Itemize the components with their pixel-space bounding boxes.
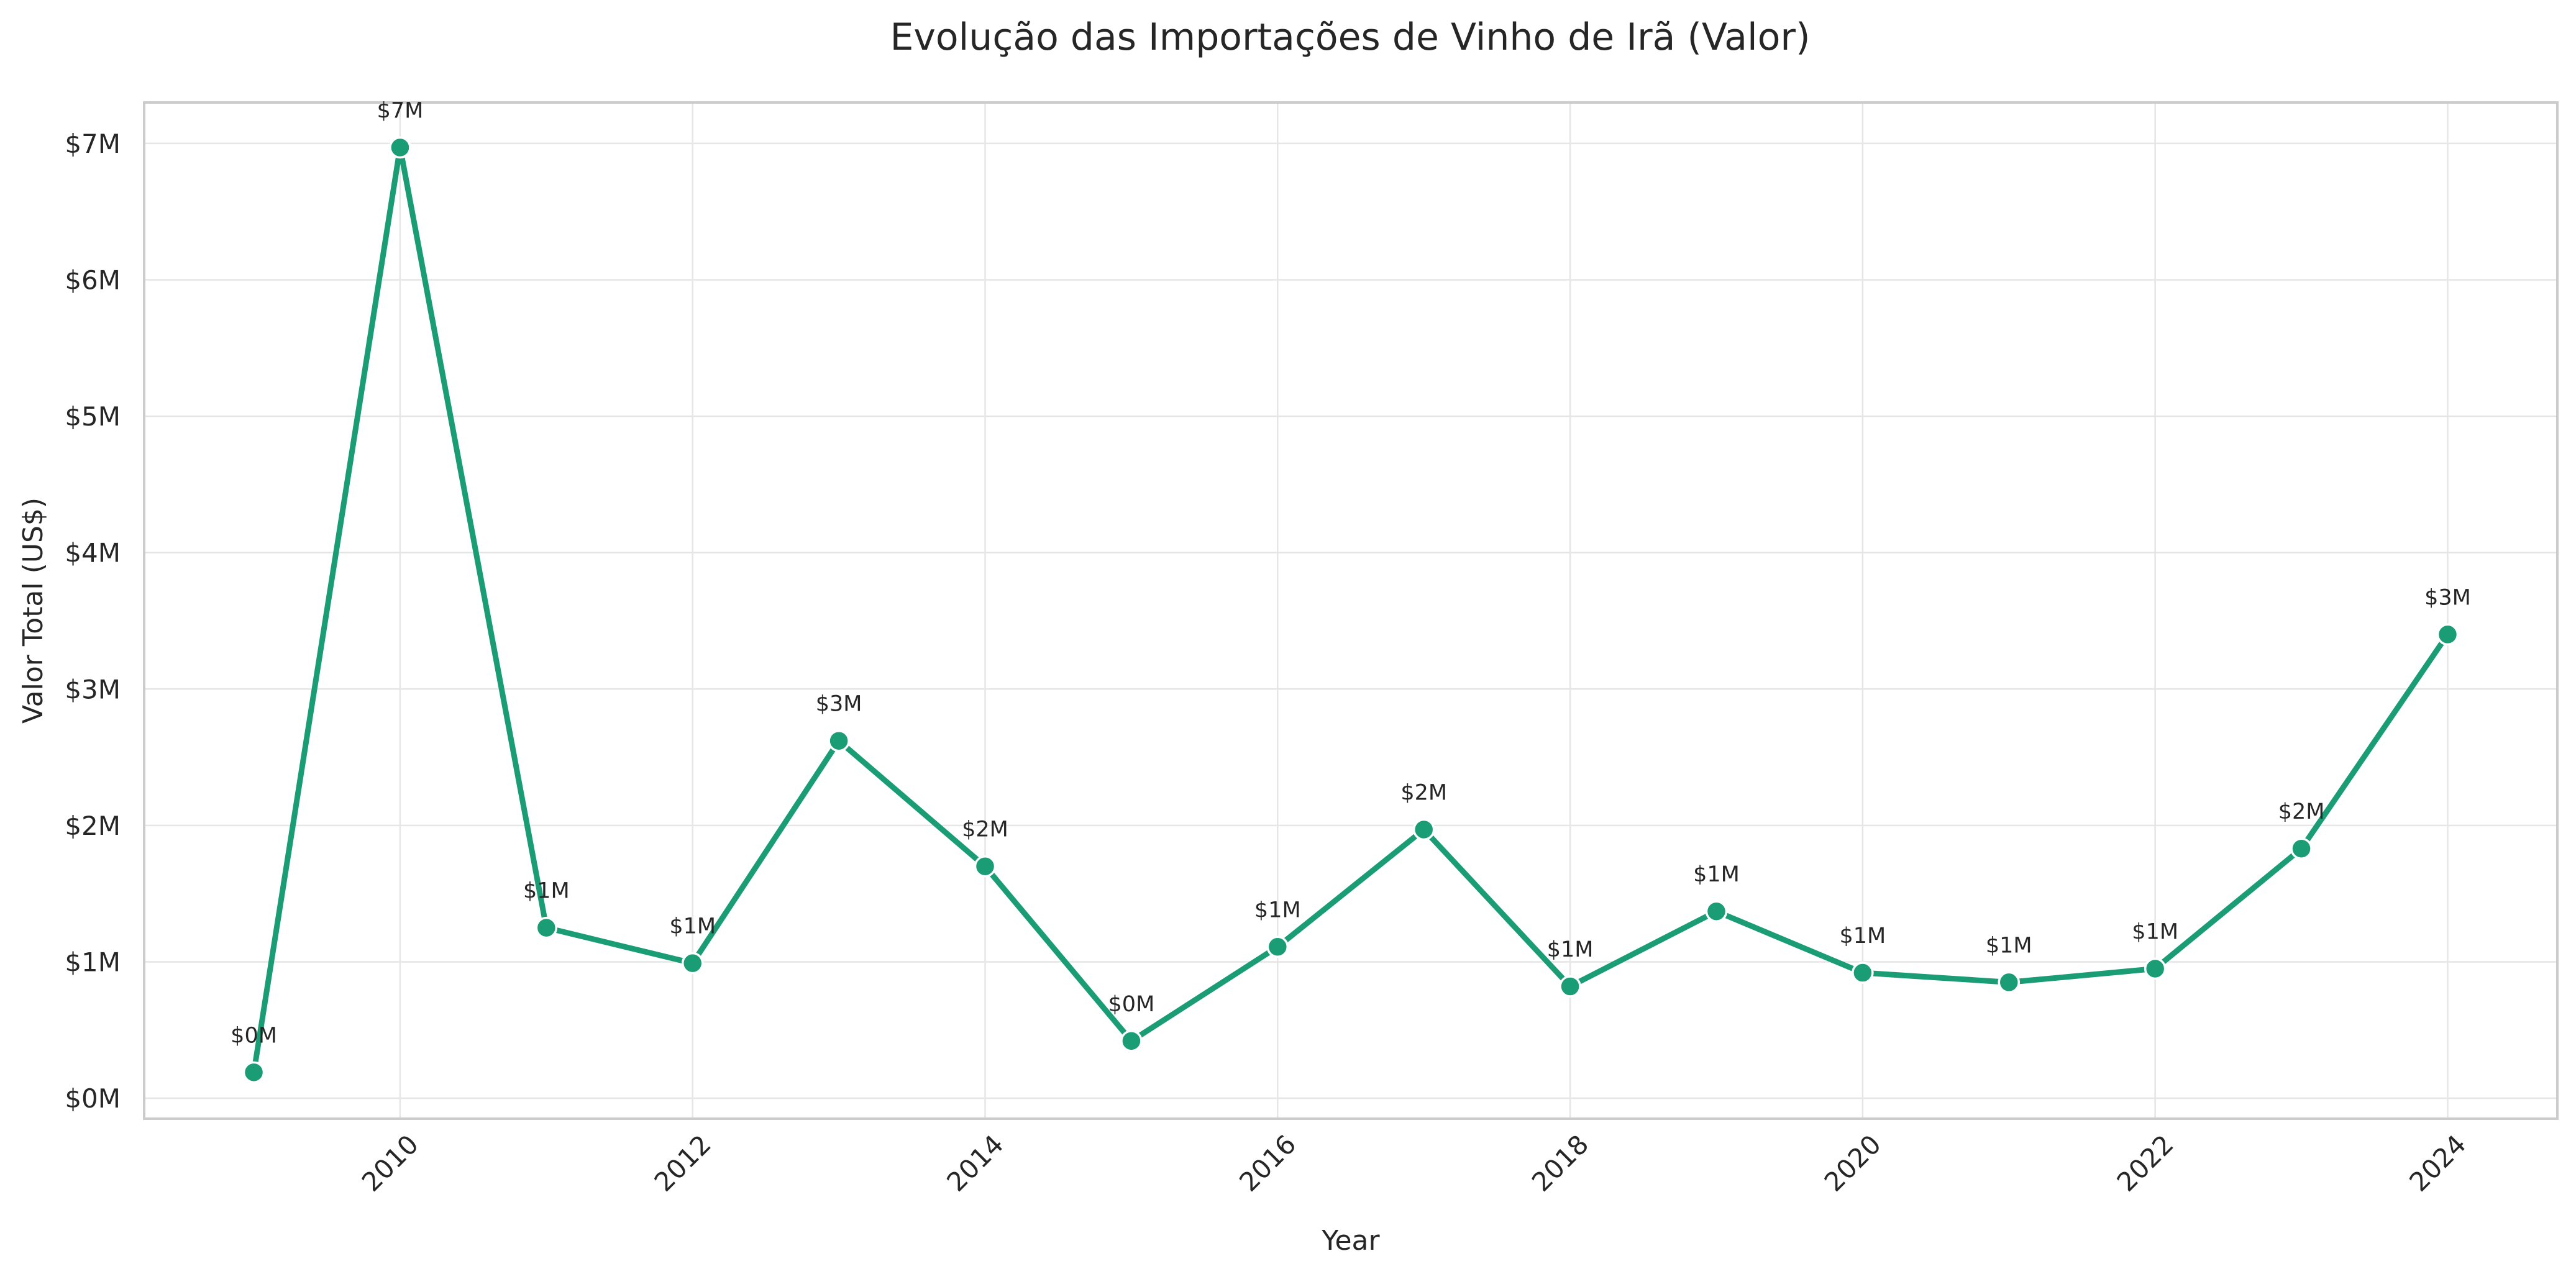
y-tick-label: $4M	[65, 538, 121, 568]
data-point	[242, 1061, 265, 1084]
data-label: $0M	[231, 1023, 277, 1048]
data-point	[681, 952, 704, 975]
data-label: $1M	[523, 879, 570, 904]
data-label: $3M	[816, 692, 862, 717]
data-point	[1705, 900, 1728, 922]
data-point	[1852, 962, 1874, 984]
data-point	[389, 136, 411, 159]
x-tick-label: 2012	[649, 1129, 717, 1197]
series-line	[251, 144, 2450, 1075]
y-tick-label: $5M	[65, 401, 121, 432]
data-point	[1412, 818, 1435, 841]
x-tick-label: 2014	[941, 1129, 1009, 1197]
data-point	[2436, 623, 2459, 646]
x-tick-label: 2018	[1526, 1129, 1594, 1197]
y-tick-label: $0M	[65, 1083, 121, 1114]
plot-frame	[143, 101, 2559, 1120]
data-label: $1M	[1254, 898, 1301, 922]
data-point	[535, 916, 558, 939]
grid	[144, 102, 2557, 1119]
y-tick-label: $1M	[65, 947, 121, 977]
data-point	[2290, 837, 2313, 860]
x-tick-label: 2010	[356, 1129, 424, 1197]
data-label: $2M	[2278, 799, 2325, 824]
data-label: $1M	[2132, 919, 2178, 944]
data-point	[1266, 935, 1289, 958]
y-axis-label: Valor Total (US$)	[17, 498, 49, 724]
y-tick-label: $3M	[65, 674, 121, 704]
x-axis-ticks: 2010 2012 2014 2016 2018 2020 2022 2024	[356, 1129, 2472, 1197]
y-tick-label: $7M	[65, 129, 121, 159]
x-tick-label: 2016	[1233, 1129, 1302, 1197]
data-label: $1M	[1547, 937, 1594, 962]
data-point	[974, 855, 997, 878]
data-label: $1M	[1986, 933, 2032, 958]
x-tick-label: 2024	[2403, 1129, 2472, 1197]
data-label: $3M	[2424, 585, 2471, 610]
data-label: $2M	[1400, 780, 1447, 805]
data-point	[2144, 957, 2167, 980]
data-label: $0M	[1108, 992, 1155, 1017]
y-tick-label: $6M	[65, 265, 121, 295]
data-point	[1559, 975, 1581, 998]
data-point	[828, 729, 850, 752]
data-point	[1998, 971, 2021, 994]
data-label: $1M	[1693, 862, 1740, 887]
chart-title: Evolução das Importações de Vinho de Irã…	[890, 16, 1811, 59]
data-point	[1120, 1030, 1143, 1052]
data-label: $2M	[962, 817, 1008, 842]
x-tick-label: 2020	[1819, 1129, 1887, 1197]
data-label: $1M	[669, 914, 716, 939]
x-tick-label: 2022	[2111, 1129, 2180, 1197]
series-layer: $0M $7M $1M $1M $3M $2M $0M $1M $2M $1M $1M $1M $1M $…	[231, 98, 2471, 1084]
data-label: $7M	[377, 98, 424, 123]
y-axis-ticks: $0M $1M $2M $3M $4M $5M $6M $7M	[65, 129, 121, 1114]
y-tick-label: $2M	[65, 811, 121, 841]
data-label: $1M	[1840, 924, 1886, 949]
x-axis-label: Year	[1321, 1225, 1380, 1257]
